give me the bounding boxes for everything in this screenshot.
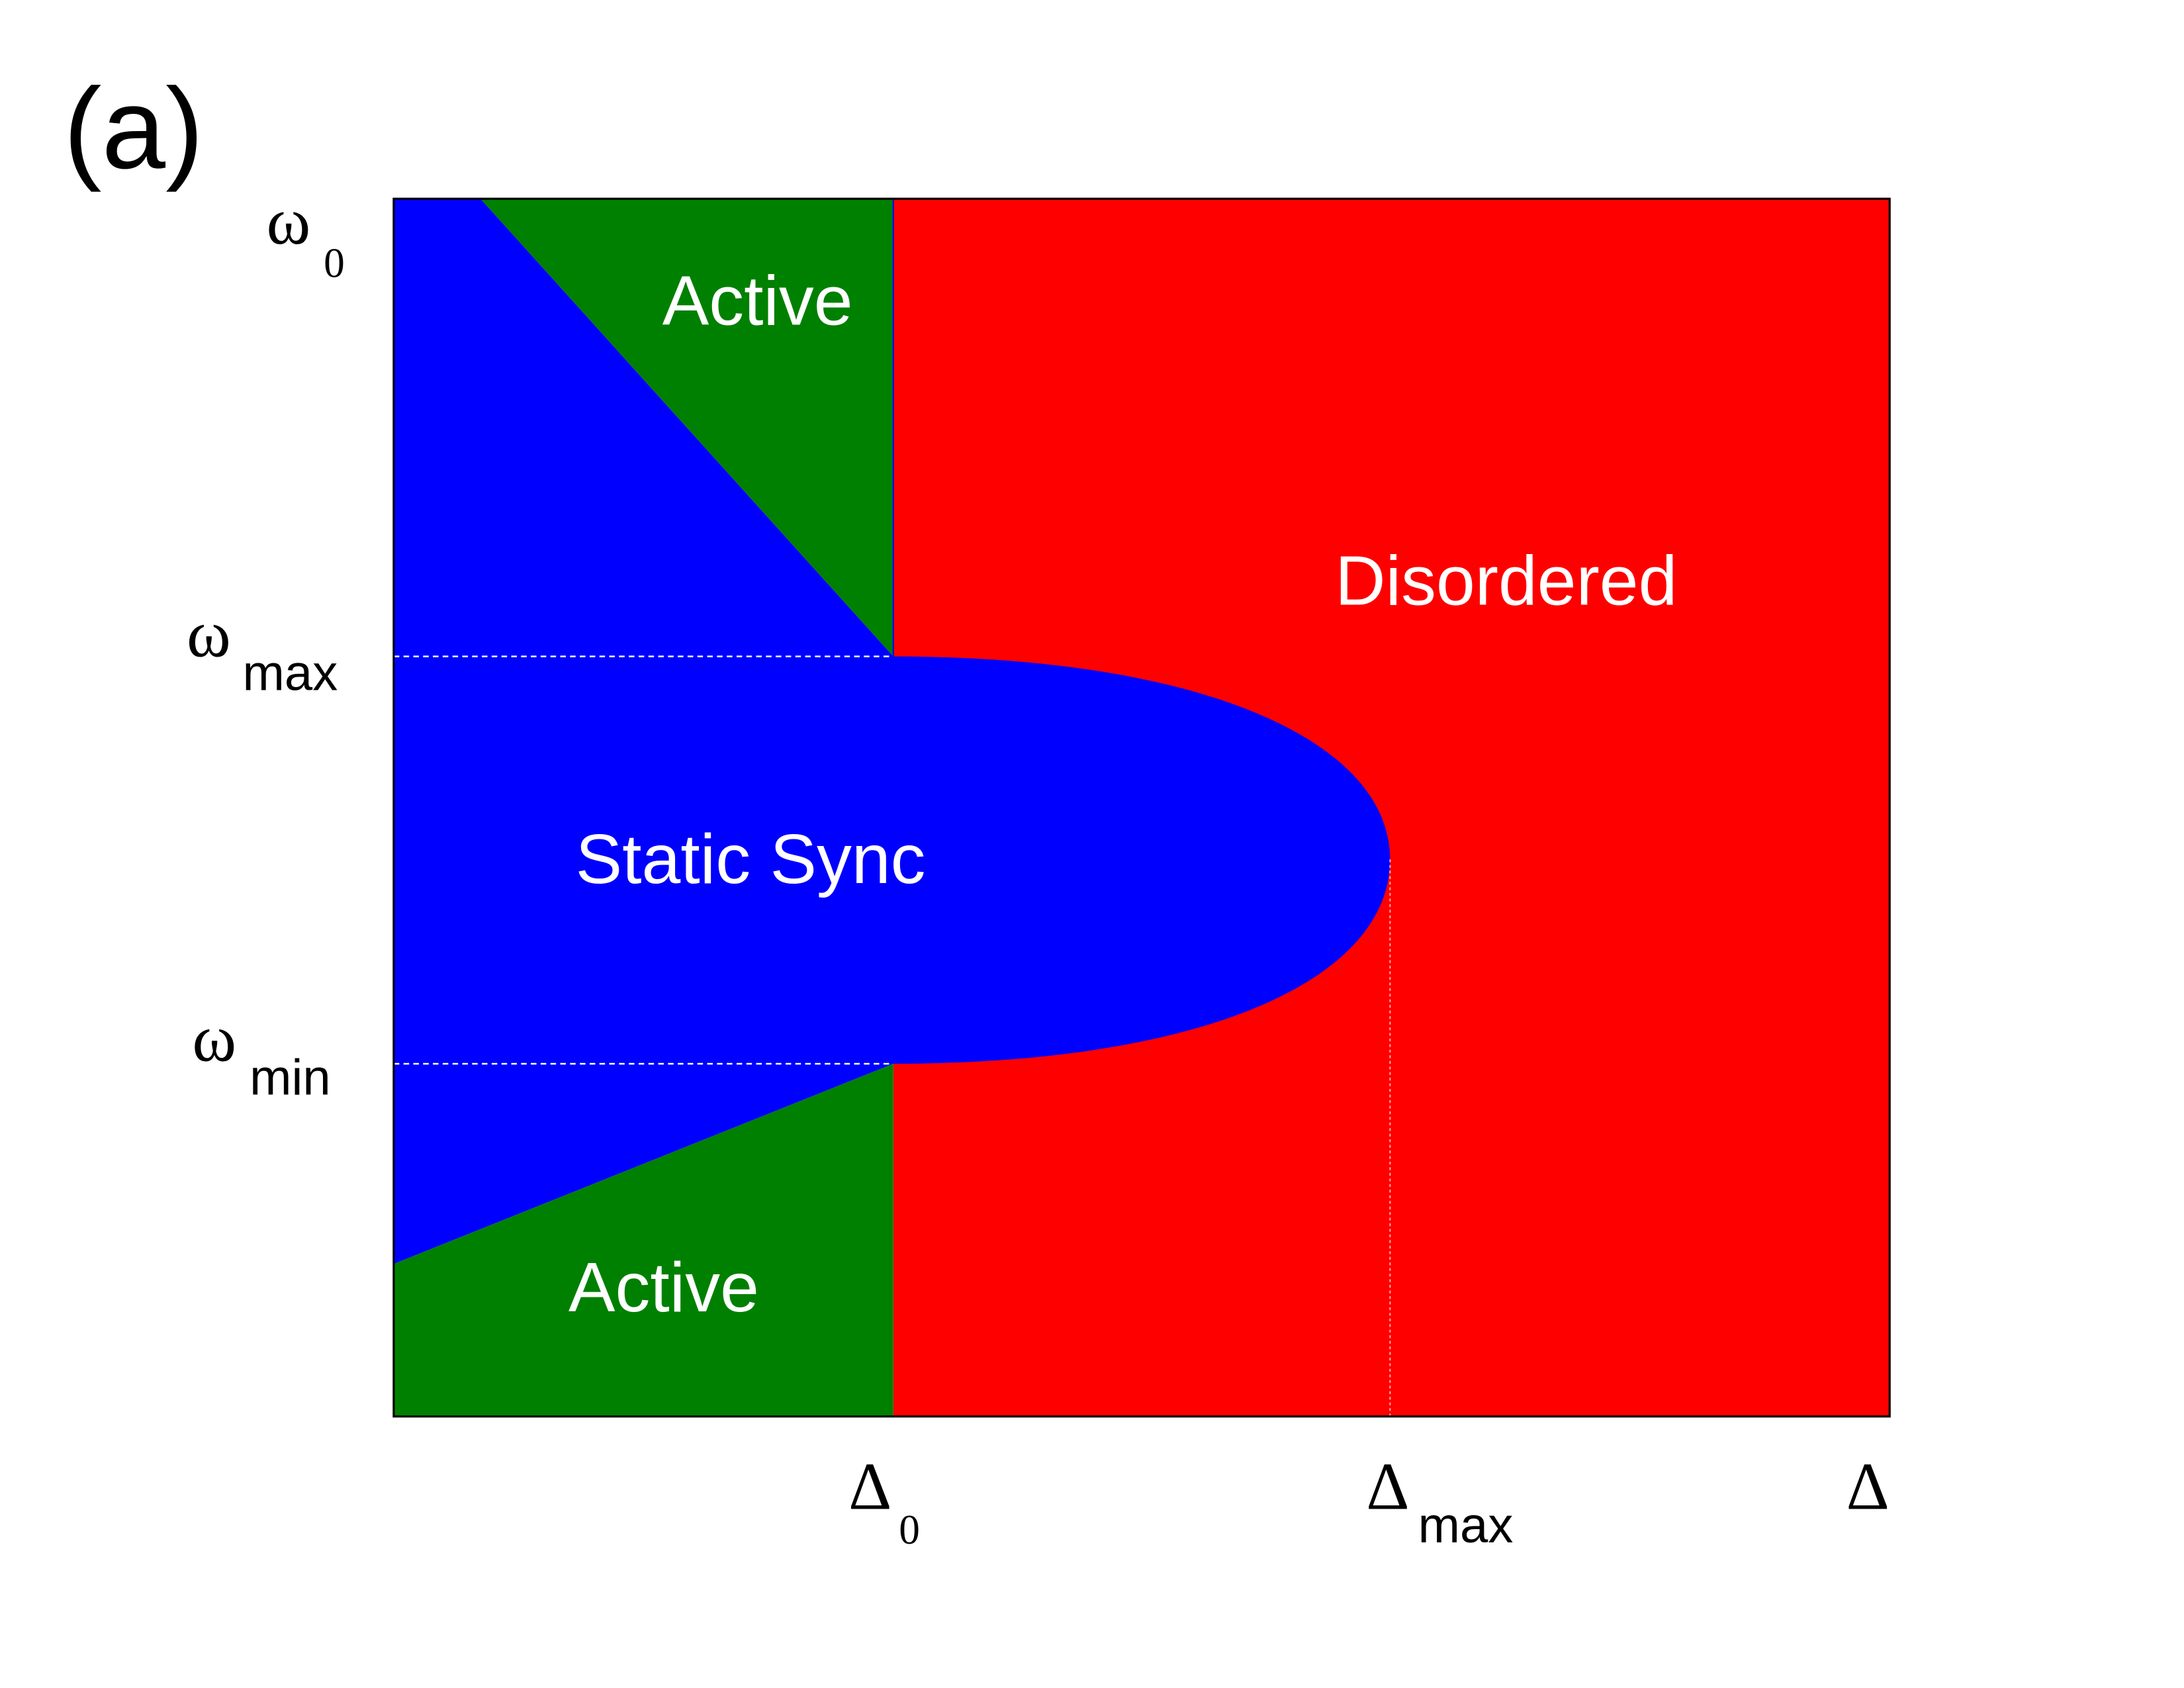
omega-max-symbol: ω [187, 597, 231, 671]
plot-frame [392, 197, 1891, 1418]
static-sync-region [393, 199, 1390, 1264]
omega-min-symbol: ω [192, 1002, 236, 1076]
omega-min-subscript: min [250, 1049, 331, 1105]
x-tick-delta-max: Δ max [1366, 1449, 1513, 1554]
omega0-subscript: 0 [324, 240, 345, 287]
region-label-active-top: Active [662, 262, 853, 340]
omega-max-subscript: max [243, 645, 338, 701]
delta0-symbol: Δ [848, 1449, 891, 1523]
delta-max-symbol: Δ [1366, 1449, 1409, 1523]
omega0-symbol: ω [266, 184, 310, 258]
x-tick-delta: Δ [1846, 1449, 1889, 1523]
panel-label: (a) [64, 64, 204, 193]
region-label-static-sync: Static Sync [576, 820, 926, 898]
region-label-disordered: Disordered [1335, 541, 1677, 620]
region-label-active-bottom: Active [569, 1248, 759, 1327]
active-region-bottom [393, 1063, 893, 1417]
delta-max-subscript: max [1418, 1497, 1514, 1554]
x-tick-delta0: Δ 0 [848, 1449, 920, 1553]
delta-symbol: Δ [1846, 1449, 1889, 1523]
y-tick-omega-max: ω max [187, 597, 338, 702]
y-tick-omega0: ω 0 [266, 184, 344, 287]
y-tick-omega-min: ω min [192, 1002, 330, 1106]
delta0-subscript: 0 [899, 1506, 920, 1553]
